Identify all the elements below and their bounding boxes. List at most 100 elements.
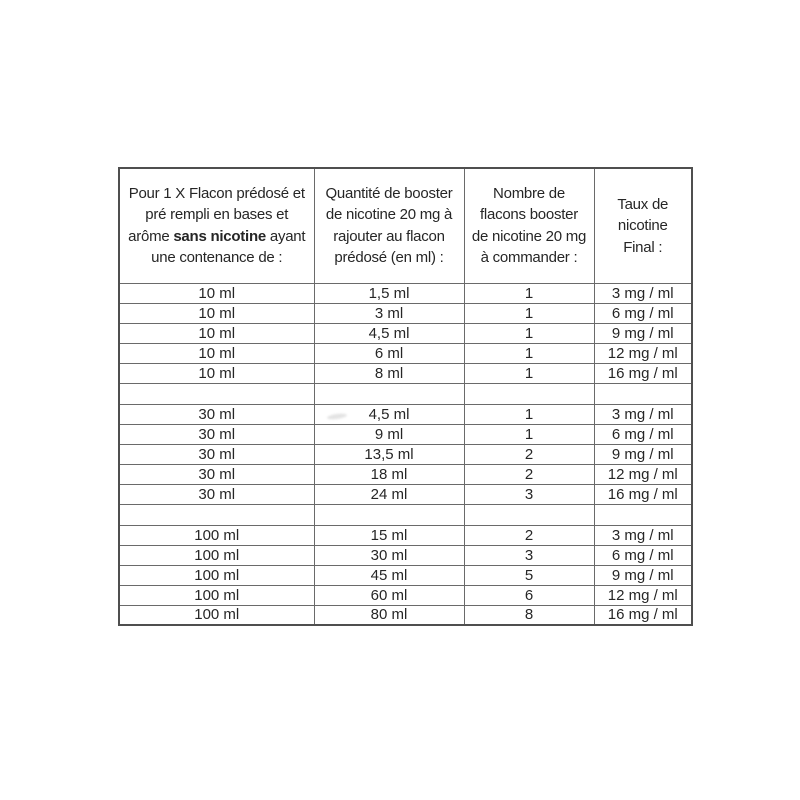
header-line: flacons booster	[480, 206, 578, 224]
cell-nombre: 1	[463, 322, 595, 344]
header-line: de nicotine 20 mg à	[325, 206, 453, 224]
cell-taux: 12 mg / ml	[593, 463, 693, 485]
cell-taux: 16 mg / ml	[593, 604, 693, 626]
header-row: Pour 1 X Flacon prédosé et pré rempli en…	[118, 167, 693, 284]
table-row: 30 ml 4,5 ml 1 3 mg / ml	[118, 403, 693, 425]
table-row: 100 ml 80 ml 8 16 mg / ml	[118, 604, 693, 626]
header-line: à commander :	[480, 249, 578, 267]
cell-contenance: 30 ml	[118, 443, 315, 465]
header-line: arôme sans nicotine ayant	[120, 226, 313, 248]
table-row: 10 ml 6 ml 1 12 mg / ml	[118, 342, 693, 364]
cell-quantite: 24 ml	[313, 483, 465, 505]
cell-taux: 6 mg / ml	[593, 544, 693, 566]
cell-taux: 3 mg / ml	[593, 524, 693, 546]
spacer-cell	[118, 503, 315, 526]
header-contenance: Pour 1 X Flacon prédosé et pré rempli en…	[118, 167, 315, 284]
table-row: 30 ml 24 ml 3 16 mg / ml	[118, 483, 693, 505]
header-line: Pour 1 X Flacon prédosé et	[128, 184, 305, 202]
table-row: 100 ml 15 ml 2 3 mg / ml	[118, 524, 693, 546]
cell-contenance: 100 ml	[118, 564, 315, 586]
spacer-cell	[593, 503, 693, 526]
header-line: prédosé (en ml) :	[334, 249, 444, 267]
header-line: Taux de	[617, 195, 669, 213]
cell-nombre: 8	[463, 604, 595, 626]
cell-contenance: 100 ml	[118, 604, 315, 626]
spacer-cell	[593, 382, 693, 405]
cell-quantite: 1,5 ml	[313, 282, 465, 304]
table-row: 10 ml 8 ml 1 16 mg / ml	[118, 362, 693, 384]
cell-quantite: 8 ml	[313, 362, 465, 384]
cell-nombre: 2	[463, 443, 595, 465]
cell-contenance: 10 ml	[118, 342, 315, 364]
cell-nombre: 5	[463, 564, 595, 586]
header-line: Quantité de booster	[325, 184, 453, 202]
header-text: ayant	[265, 227, 306, 245]
header-line: une contenance de :	[151, 249, 283, 267]
cell-quantite: 80 ml	[313, 604, 465, 626]
header-quantite-booster: Quantité de booster de nicotine 20 mg à …	[313, 167, 465, 284]
cell-nombre: 2	[463, 463, 595, 485]
cell-contenance: 100 ml	[118, 544, 315, 566]
cell-quantite: 4,5 ml	[313, 322, 465, 344]
cell-nombre: 1	[463, 423, 595, 445]
table-row: 10 ml 4,5 ml 1 9 mg / ml	[118, 322, 693, 344]
cell-quantite: 13,5 ml	[313, 443, 465, 465]
cell-nombre: 6	[463, 584, 595, 606]
cell-contenance: 10 ml	[118, 302, 315, 324]
header-line: nicotine	[617, 217, 668, 234]
cell-quantite: 15 ml	[313, 524, 465, 546]
cell-taux: 6 mg / ml	[593, 423, 693, 445]
cell-nombre: 1	[463, 403, 595, 425]
header-taux-nicotine: Taux de nicotine Final :	[593, 167, 693, 284]
spacer-row	[118, 503, 693, 526]
cell-quantite: 18 ml	[313, 463, 465, 485]
cell-taux: 16 mg / ml	[593, 362, 693, 384]
cell-contenance: 100 ml	[118, 584, 315, 606]
table-row: 100 ml 30 ml 3 6 mg / ml	[118, 544, 693, 566]
cell-quantite: 9 ml	[313, 423, 465, 445]
cell-contenance: 10 ml	[118, 282, 315, 304]
cell-taux: 3 mg / ml	[593, 403, 693, 425]
table-row: 10 ml 1,5 ml 1 3 mg / ml	[118, 282, 693, 304]
spacer-cell	[463, 503, 595, 526]
table-row: 100 ml 60 ml 6 12 mg / ml	[118, 584, 693, 606]
table-row: 30 ml 18 ml 2 12 mg / ml	[118, 463, 693, 485]
cell-nombre: 2	[463, 524, 595, 546]
cell-taux: 9 mg / ml	[593, 443, 693, 465]
header-line: pré rempli en bases et	[145, 206, 289, 224]
spacer-cell	[118, 382, 315, 405]
cell-quantite: 3 ml	[313, 302, 465, 324]
header-line: rajouter au flacon	[333, 227, 445, 245]
cell-taux: 9 mg / ml	[593, 564, 693, 586]
table-row: 100 ml 45 ml 5 9 mg / ml	[118, 564, 693, 586]
cell-contenance: 10 ml	[118, 322, 315, 344]
spacer-cell	[313, 503, 465, 526]
nicotine-dosage-table: Pour 1 X Flacon prédosé et pré rempli en…	[118, 167, 693, 626]
header-line: Nombre de	[493, 184, 565, 202]
header-line: Final :	[623, 238, 663, 256]
cell-contenance: 30 ml	[118, 403, 315, 425]
cell-contenance: 30 ml	[118, 463, 315, 485]
cell-nombre: 1	[463, 302, 595, 324]
cell-taux: 6 mg / ml	[593, 302, 693, 324]
cell-nombre: 3	[463, 544, 595, 566]
spacer-cell	[313, 382, 465, 405]
cell-taux: 12 mg / ml	[593, 342, 693, 364]
cell-quantite: 30 ml	[313, 544, 465, 566]
cell-contenance: 30 ml	[118, 483, 315, 505]
header-text: arôme	[128, 227, 174, 245]
spacer-row	[118, 382, 693, 405]
table-row: 30 ml 13,5 ml 2 9 mg / ml	[118, 443, 693, 465]
header-text-bold: sans nicotine	[173, 227, 266, 245]
spacer-cell	[463, 382, 595, 405]
cell-quantite: 45 ml	[313, 564, 465, 586]
header-nombre-flacons: Nombre de flacons booster de nicotine 20…	[463, 167, 595, 284]
cell-nombre: 3	[463, 483, 595, 505]
cell-nombre: 1	[463, 362, 595, 384]
cell-nombre: 1	[463, 282, 595, 304]
cell-taux: 12 mg / ml	[593, 584, 693, 606]
table-row: 30 ml 9 ml 1 6 mg / ml	[118, 423, 693, 445]
cell-quantite: 6 ml	[313, 342, 465, 364]
cell-contenance: 100 ml	[118, 524, 315, 546]
